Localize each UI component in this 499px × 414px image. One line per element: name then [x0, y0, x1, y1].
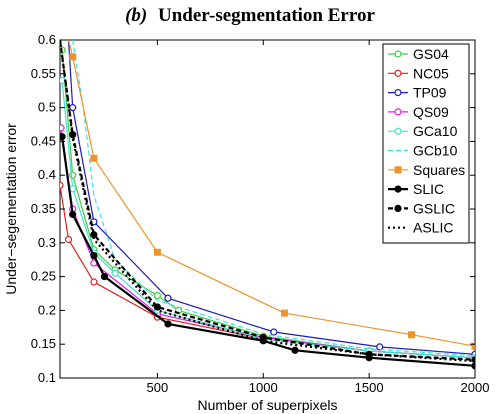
- x-tick-label: 2000: [461, 380, 490, 395]
- legend-marker: [394, 50, 402, 58]
- data-point-nc05: [64, 235, 73, 244]
- data-point-squares: [407, 331, 415, 339]
- legend-label: Squares: [413, 162, 465, 178]
- y-axis-label: Under−segementation error: [3, 123, 19, 295]
- data-point-slic: [291, 346, 299, 354]
- legend-marker: [394, 185, 402, 193]
- legend-item-aslic: ASLIC: [388, 220, 453, 236]
- legend-marker: [394, 108, 402, 116]
- data-point-slic: [471, 362, 475, 370]
- legend-item-tp09: TP09: [388, 85, 447, 101]
- legend-item-gs04: GS04: [388, 46, 449, 62]
- chart-title: (b) Under-segmentation Error: [125, 5, 375, 26]
- x-tick-label: 1000: [249, 380, 278, 395]
- data-point-slic: [100, 273, 109, 281]
- y-tick-label: 0.4: [38, 167, 56, 182]
- x-axis-label: Number of superpixels: [197, 397, 337, 413]
- data-point-nc05: [90, 278, 98, 286]
- legend-label: QS09: [413, 104, 449, 120]
- data-point-gslic: [471, 356, 475, 364]
- legend-marker: [394, 88, 402, 97]
- data-point-tp09: [376, 343, 384, 351]
- series-gcb10: [72, 40, 475, 357]
- legend-label: GCa10: [413, 123, 458, 139]
- y-tick-label: 0.35: [31, 201, 56, 216]
- series-layer: [60, 40, 475, 370]
- legend-item-gcb10: GCb10: [388, 143, 458, 159]
- series-line-gca10: [61, 80, 475, 359]
- y-tick-label: 0.2: [38, 302, 56, 317]
- data-point-squares: [153, 248, 161, 256]
- legend-marker: [394, 204, 402, 212]
- y-tick-label: 0.55: [31, 66, 56, 81]
- data-point-gca10: [69, 185, 77, 193]
- x-tick-label: 500: [147, 380, 169, 395]
- data-point-nc05: [60, 181, 64, 189]
- y-tick-label: 0.45: [31, 133, 56, 148]
- data-point-gca10: [111, 269, 119, 277]
- legend-label: NC05: [413, 65, 449, 81]
- legend-label: GS04: [413, 46, 449, 62]
- legend-marker: [394, 127, 402, 135]
- data-point-qs09: [60, 124, 65, 132]
- watermark-text: 知乎 @自动化: [418, 392, 499, 408]
- data-point-squares: [90, 154, 98, 162]
- legend-item-nc05: NC05: [388, 65, 449, 81]
- data-point-squares: [280, 309, 288, 317]
- watermark: 知乎 @自动化: [418, 392, 499, 408]
- y-tick-label: 0.5: [38, 100, 56, 115]
- data-point-squares: [69, 53, 77, 61]
- y-tick-label: 0.15: [31, 336, 56, 351]
- legend-item-gca10: GCa10: [388, 123, 458, 139]
- data-point-slic: [90, 252, 98, 260]
- legend-label: SLIC: [413, 181, 444, 197]
- data-point-slic: [164, 320, 172, 328]
- data-point-tp09: [69, 103, 77, 112]
- x-tick-label: 1500: [355, 380, 384, 395]
- legend-item-slic: SLIC: [388, 181, 444, 197]
- legend-marker: [394, 166, 402, 174]
- legend: GS04 NC05 TP09 QS09 GCa10 GCb10 Squares SLIC GSL…: [382, 43, 470, 244]
- series-line-gcb10: [72, 40, 475, 357]
- legend-label: GCb10: [413, 143, 458, 159]
- legend-item-gslic: GSLIC: [388, 200, 455, 216]
- svg-text:(b) Under-segmentation E: (b) Under-segmentation Error: [125, 5, 375, 26]
- data-point-gslic: [259, 333, 267, 342]
- data-point-gs04: [153, 291, 161, 300]
- legend-marker: [394, 69, 402, 77]
- legend-label: GSLIC: [413, 200, 455, 216]
- y-tick-label: 0.25: [31, 269, 56, 284]
- chart-title-text: Under-segmentation Error: [158, 5, 375, 26]
- data-point-slic: [60, 133, 66, 141]
- data-point-squares: [471, 342, 475, 350]
- legend-label: TP09: [413, 85, 447, 101]
- legend-label: ASLIC: [413, 220, 453, 236]
- legend-item-qs09: QS09: [388, 104, 449, 120]
- y-tick-label: 0.3: [38, 235, 56, 250]
- y-tick-label: 0.6: [38, 32, 56, 47]
- data-point-tp09: [270, 328, 278, 336]
- data-point-slic: [69, 210, 77, 219]
- series-squares: [67, 40, 475, 350]
- y-tick-label: 0.1: [38, 370, 56, 385]
- chart-title-prefix: (b): [125, 5, 147, 26]
- ticks-layer: 0.1 0.15 0.2 0.25 0.3 0.35 0.4 0.45 0.5 0.55 0.6 50…: [31, 32, 490, 395]
- data-point-tp09: [164, 294, 172, 302]
- legend-item-squares: Squares: [388, 162, 465, 178]
